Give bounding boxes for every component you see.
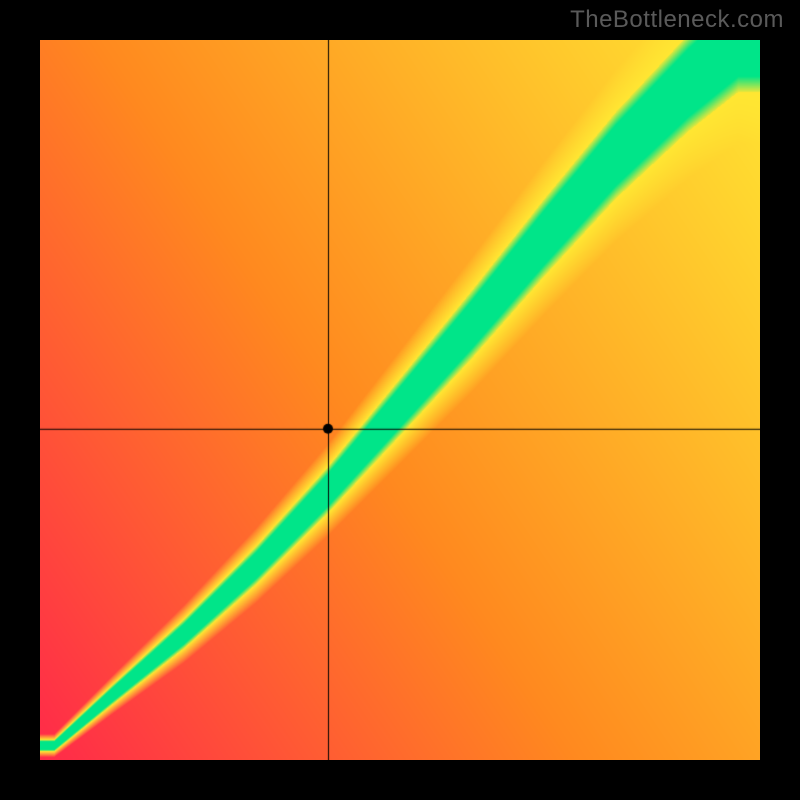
watermark-text: TheBottleneck.com [570, 6, 784, 34]
chart-frame: TheBottleneck.com [0, 0, 800, 800]
heatmap-canvas [40, 40, 760, 760]
